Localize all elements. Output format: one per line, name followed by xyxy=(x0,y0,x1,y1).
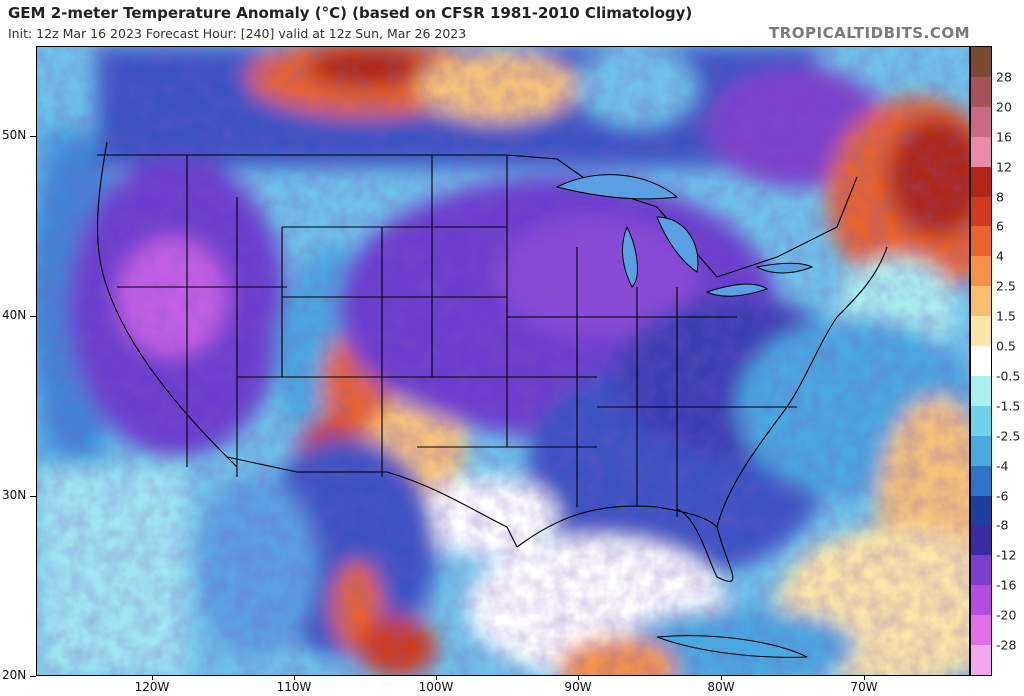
colorbar-label: -0.5 xyxy=(996,368,1021,384)
lon-label-100w: 100W xyxy=(418,680,454,694)
lat-tick xyxy=(30,136,36,137)
lon-tick xyxy=(721,676,722,680)
colorbar-segment xyxy=(971,375,991,407)
great-lakes xyxy=(555,174,814,297)
colorbar-label: -28 xyxy=(996,637,1017,653)
colorbar-segment xyxy=(971,435,991,467)
lat-label-30n: 30N xyxy=(2,488,27,502)
lon-label-70w: 70W xyxy=(850,680,878,694)
colorbar-legend xyxy=(970,46,992,676)
colorbar-segment xyxy=(971,645,991,676)
lon-tick xyxy=(436,676,437,680)
colorbar-segment xyxy=(971,106,991,138)
colorbar-label: -2.5 xyxy=(996,428,1021,444)
lon-tick xyxy=(294,676,295,680)
lat-label-50n: 50N xyxy=(2,128,27,142)
colorbar-label: 0.5 xyxy=(996,338,1016,354)
colorbar-label: 8 xyxy=(996,189,1004,205)
colorbar-label: -4 xyxy=(996,458,1009,474)
colorbar-label: 4 xyxy=(996,248,1004,264)
colorbar-segment xyxy=(971,405,991,437)
colorbar-label: -20 xyxy=(996,607,1017,623)
lon-label-80w: 80W xyxy=(707,680,735,694)
map-canvas xyxy=(37,47,969,675)
colorbar-segment xyxy=(971,495,991,526)
colorbar-label: 28 xyxy=(996,69,1012,85)
colorbar-segment xyxy=(971,555,991,586)
lat-label-40n: 40N xyxy=(2,308,27,322)
colorbar-segment xyxy=(971,136,991,168)
anomaly-map xyxy=(36,46,970,676)
colorbar-segment xyxy=(971,316,991,347)
colorbar-label: 6 xyxy=(996,218,1004,234)
colorbar-label: -1.5 xyxy=(996,398,1021,414)
lat-tick xyxy=(30,496,36,497)
lat-label-20n: 20N xyxy=(2,668,27,682)
brand-watermark: TROPICALTIDBITS.COM xyxy=(769,24,970,42)
forecast-subtitle: Init: 12z Mar 16 2023 Forecast Hour: [24… xyxy=(8,26,467,41)
cuba-outline xyxy=(656,635,808,658)
map-title: GEM 2-meter Temperature Anomaly (°C) (ba… xyxy=(8,4,693,22)
lon-label-120w: 120W xyxy=(134,680,170,694)
state-borders xyxy=(96,141,888,582)
lon-tick xyxy=(152,676,153,680)
lon-label-90w: 90W xyxy=(564,680,592,694)
colorbar-segment xyxy=(971,615,991,646)
lon-label-110w: 110W xyxy=(276,680,312,694)
colorbar-label: 1.5 xyxy=(996,308,1016,324)
colorbar-segment xyxy=(971,256,991,287)
colorbar-label: 12 xyxy=(996,159,1012,175)
colorbar-segment xyxy=(971,226,991,257)
lat-tick xyxy=(30,316,36,317)
lon-tick xyxy=(578,676,579,680)
colorbar-label: -6 xyxy=(996,488,1009,504)
colorbar-label: -8 xyxy=(996,517,1009,533)
colorbar-label: 2.5 xyxy=(996,278,1016,294)
lon-tick xyxy=(864,676,865,680)
colorbar-segment xyxy=(971,286,991,317)
colorbar-segment xyxy=(971,76,991,108)
colorbar-segment xyxy=(971,196,991,227)
colorbar-segment xyxy=(971,585,991,616)
colorbar-segment xyxy=(971,525,991,556)
colorbar-label: 16 xyxy=(996,129,1012,145)
colorbar-label: -12 xyxy=(996,547,1017,563)
colorbar-segment xyxy=(971,166,991,197)
colorbar-label: 20 xyxy=(996,99,1012,115)
colorbar-label: -16 xyxy=(996,577,1017,593)
lat-tick xyxy=(30,676,36,677)
colorbar-segment xyxy=(971,346,991,377)
colorbar-segment xyxy=(971,47,991,78)
colorbar-segment xyxy=(971,465,991,497)
